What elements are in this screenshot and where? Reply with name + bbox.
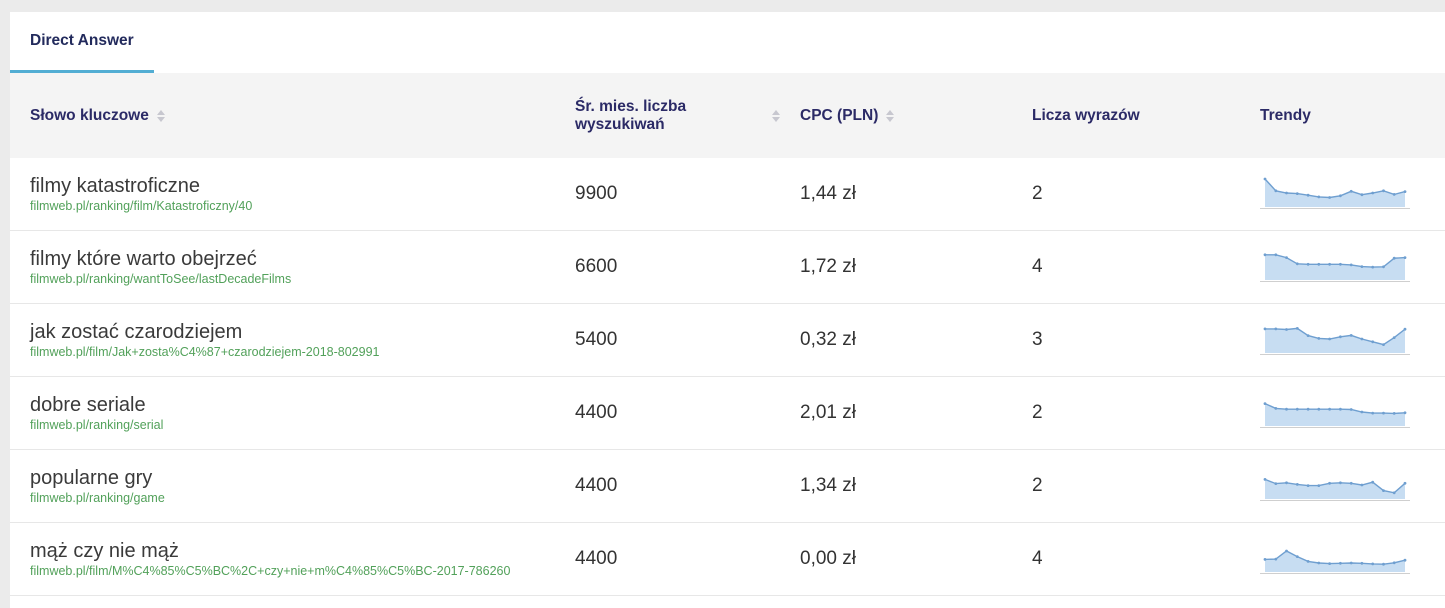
keyword-text: filmy które warto obejrzeć xyxy=(30,248,257,270)
word-count: 2 xyxy=(1032,183,1043,204)
trend-sparkline xyxy=(1240,393,1445,433)
keyword-text: jak zostać czarodziejem xyxy=(30,321,243,343)
keyword-cell: filmy które warto obejrzeć filmweb.pl/ra… xyxy=(10,248,555,286)
keyword-url-link[interactable]: filmweb.pl/film/Jak+zosta%C4%87+czarodzi… xyxy=(30,345,380,359)
sort-icon[interactable] xyxy=(886,109,895,122)
table-header: Słowo kluczowe Śr. mies. liczba wyszukiw… xyxy=(10,73,1445,158)
keyword-url-link[interactable]: filmweb.pl/film/M%C4%85%C5%BC%2C+czy+nie… xyxy=(30,564,511,578)
column-header-searches[interactable]: Śr. mies. liczba wyszukiwań xyxy=(555,98,780,134)
trend-sparkline xyxy=(1240,247,1445,287)
tab-direct-answer[interactable]: Direct Answer xyxy=(10,12,154,73)
keyword-text: popularne gry xyxy=(30,467,153,489)
column-label: Trendy xyxy=(1260,106,1311,124)
keyword-text: mąż czy nie mąż xyxy=(30,540,179,562)
keyword-url-link[interactable]: filmweb.pl/ranking/film/Katastroficzny/4… xyxy=(30,199,253,213)
column-label: Śr. mies. liczba wyszukiwań xyxy=(575,97,687,133)
word-count: 3 xyxy=(1032,329,1043,350)
word-count: 4 xyxy=(1032,256,1043,277)
trend-sparkline xyxy=(1240,539,1445,579)
column-label: Słowo kluczowe xyxy=(30,106,149,124)
keyword-text: dobre seriale xyxy=(30,394,146,416)
table-row[interactable]: dobre seriale filmweb.pl/ranking/serial … xyxy=(10,377,1445,450)
keyword-cell: filmy katastroficzne filmweb.pl/ranking/… xyxy=(10,175,555,213)
column-label: CPC (PLN) xyxy=(800,106,879,124)
cpc-value: 1,34 zł xyxy=(800,475,856,496)
keyword-text: filmy katastroficzne xyxy=(30,175,201,197)
keyword-url-link[interactable]: filmweb.pl/ranking/serial xyxy=(30,418,164,432)
cpc-value: 0,32 zł xyxy=(800,329,856,350)
word-count: 2 xyxy=(1032,402,1043,423)
content-card: Direct Answer Słowo kluczowe Śr. mies. l… xyxy=(10,12,1445,608)
column-header-keyword[interactable]: Słowo kluczowe xyxy=(10,107,555,125)
tab-bar: Direct Answer xyxy=(10,12,1445,73)
tab-label: Direct Answer xyxy=(30,32,134,49)
keyword-cell: jak zostać czarodziejem filmweb.pl/film/… xyxy=(10,321,555,359)
word-count: 4 xyxy=(1032,548,1043,569)
keyword-url-link[interactable]: filmweb.pl/ranking/wantToSee/lastDecadeF… xyxy=(30,272,292,286)
table-row[interactable]: popularne gry filmweb.pl/ranking/game 44… xyxy=(10,450,1445,523)
trend-sparkline xyxy=(1240,320,1445,360)
table-row[interactable]: jak zostać czarodziejem filmweb.pl/film/… xyxy=(10,304,1445,377)
keyword-cell: popularne gry filmweb.pl/ranking/game xyxy=(10,467,555,505)
column-header-trends: Trendy xyxy=(1240,107,1445,125)
trend-sparkline xyxy=(1240,466,1445,506)
cpc-value: 1,44 zł xyxy=(800,183,856,204)
table-row[interactable]: mąż czy nie mąż filmweb.pl/film/M%C4%85%… xyxy=(10,523,1445,596)
sort-icon[interactable] xyxy=(156,109,165,122)
trend-sparkline xyxy=(1240,174,1445,214)
search-volume: 5400 xyxy=(575,329,618,350)
keyword-url-link[interactable]: filmweb.pl/ranking/game xyxy=(30,491,165,505)
search-volume: 6600 xyxy=(575,256,618,277)
table-row[interactable]: filmy które warto obejrzeć filmweb.pl/ra… xyxy=(10,231,1445,304)
sort-icon[interactable] xyxy=(772,109,780,122)
table-row[interactable]: filmy katastroficzne filmweb.pl/ranking/… xyxy=(10,158,1445,231)
search-volume: 9900 xyxy=(575,183,618,204)
cpc-value: 2,01 zł xyxy=(800,402,856,423)
column-header-word-count: Licza wyrazów xyxy=(1012,107,1240,125)
word-count: 2 xyxy=(1032,475,1043,496)
cpc-value: 0,00 zł xyxy=(800,548,856,569)
keyword-cell: mąż czy nie mąż filmweb.pl/film/M%C4%85%… xyxy=(10,540,555,578)
search-volume: 4400 xyxy=(575,402,618,423)
search-volume: 4400 xyxy=(575,475,618,496)
search-volume: 4400 xyxy=(575,548,618,569)
column-label: Licza wyrazów xyxy=(1032,106,1140,124)
keyword-cell: dobre seriale filmweb.pl/ranking/serial xyxy=(10,394,555,432)
column-header-cpc[interactable]: CPC (PLN) xyxy=(780,107,1012,125)
cpc-value: 1,72 zł xyxy=(800,256,856,277)
